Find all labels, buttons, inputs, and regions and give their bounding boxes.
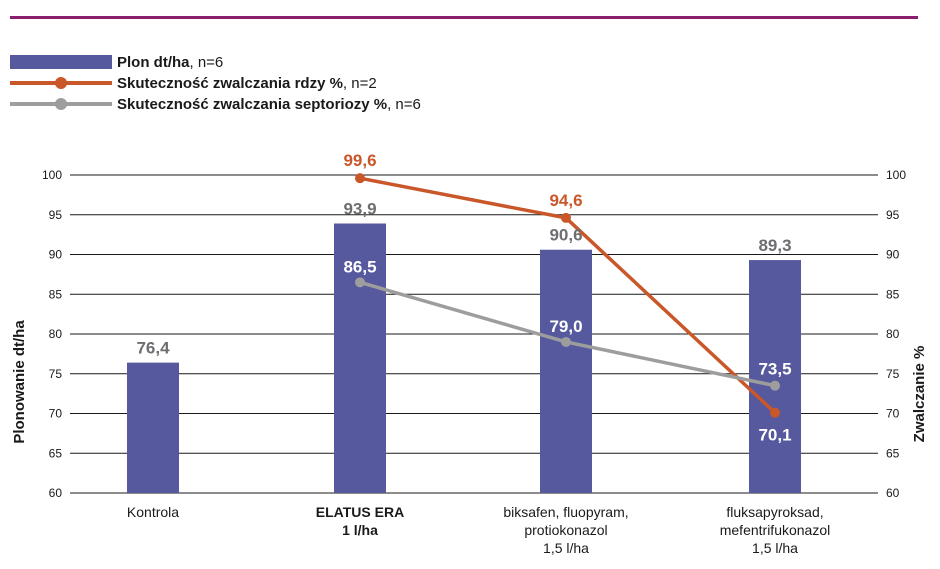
point-value-label: 99,6 (343, 151, 376, 170)
left-axis-title: Plonowanie dt/ha (11, 320, 28, 444)
gridlines (70, 174, 878, 494)
right-tick-label: 100 (886, 168, 906, 182)
right-tick-label: 85 (886, 287, 900, 301)
legend-entry: Skuteczność zwalczania rdzy %, n=2 (117, 75, 377, 92)
point-value-label: 94,6 (549, 191, 582, 210)
legend-entry-n: , n=6 (387, 96, 421, 113)
point-value-label: 73,5 (758, 360, 791, 379)
series-marker (561, 212, 571, 223)
category-label: 1,5 l/ha (752, 540, 798, 556)
legend-swatch-marker (55, 98, 67, 110)
series-marker (770, 380, 780, 391)
legend-entry-name: Plon dt/ha (117, 54, 190, 71)
legend-swatch-marker (55, 77, 67, 89)
series-marker (770, 407, 780, 418)
legend-entry-name: Skuteczność zwalczania septoriozy % (117, 96, 387, 113)
bar-value-labels: 76,4 93,9 90,6 89,3 (136, 199, 791, 357)
right-tick-label: 65 (886, 446, 900, 460)
left-axis-ticks: 60 65 70 75 80 85 90 95 100 (42, 168, 62, 500)
left-tick-label: 100 (42, 168, 62, 182)
line-series: 99,6 94,6 70,1 86,5 79,0 73,5 (343, 151, 791, 445)
bar-value-label: 93,9 (343, 199, 376, 218)
legend-entry-n: , n=2 (343, 75, 377, 92)
category-label: protiokonazol (524, 522, 607, 538)
point-value-label: 70,1 (758, 426, 791, 445)
category-label: biksafen, fluopyram, (503, 504, 628, 520)
bar-value-label: 76,4 (136, 339, 170, 358)
category-label: 1,5 l/ha (543, 540, 589, 556)
left-tick-label: 80 (49, 327, 63, 341)
series-marker (355, 277, 365, 288)
category-label: fluksapyroksad, (726, 504, 823, 520)
legend-swatch-bar (10, 55, 112, 69)
right-tick-label: 95 (886, 208, 900, 222)
legend-entry-name: Skuteczność zwalczania rdzy % (117, 75, 343, 92)
bar (540, 249, 592, 493)
series-marker (561, 336, 571, 347)
category-label: mefentrifukonazol (720, 522, 831, 538)
legend-entry-n: , n=6 (190, 54, 224, 71)
right-tick-label: 90 (886, 248, 900, 262)
right-tick-label: 75 (886, 367, 900, 381)
left-tick-label: 95 (49, 208, 63, 222)
legend-entry: Plon dt/ha, n=6 (117, 54, 223, 71)
point-value-label: 86,5 (343, 257, 376, 276)
right-axis-title: Zwalczanie % (911, 346, 928, 443)
bar (334, 223, 386, 493)
left-tick-label: 75 (49, 367, 63, 381)
left-tick-label: 85 (49, 287, 63, 301)
bar-value-label: 89,3 (758, 236, 791, 255)
right-tick-label: 60 (886, 486, 900, 500)
point-value-label: 79,0 (549, 317, 582, 336)
series-marker (355, 173, 365, 184)
left-tick-label: 65 (49, 446, 63, 460)
left-tick-label: 90 (49, 248, 63, 262)
right-tick-label: 70 (886, 407, 900, 421)
top-accent-rule (10, 16, 918, 19)
right-axis-ticks: 60 65 70 75 80 85 90 95 100 (886, 168, 906, 500)
category-label: Kontrola (127, 504, 179, 520)
bar (749, 260, 801, 493)
category-label: ELATUS ERA (316, 504, 404, 520)
category-label: 1 l/ha (342, 522, 378, 538)
bar-value-label: 90,6 (549, 226, 582, 245)
category-labels: Kontrola ELATUS ERA 1 l/ha biksafen, fluopy… (127, 504, 830, 556)
legend-entry: Skuteczność zwalczania septoriozy %, n=6 (117, 96, 421, 113)
right-tick-label: 80 (886, 327, 900, 341)
bar (127, 362, 179, 493)
left-tick-label: 70 (49, 407, 63, 421)
left-tick-label: 60 (49, 486, 63, 500)
bar-series (127, 223, 801, 493)
